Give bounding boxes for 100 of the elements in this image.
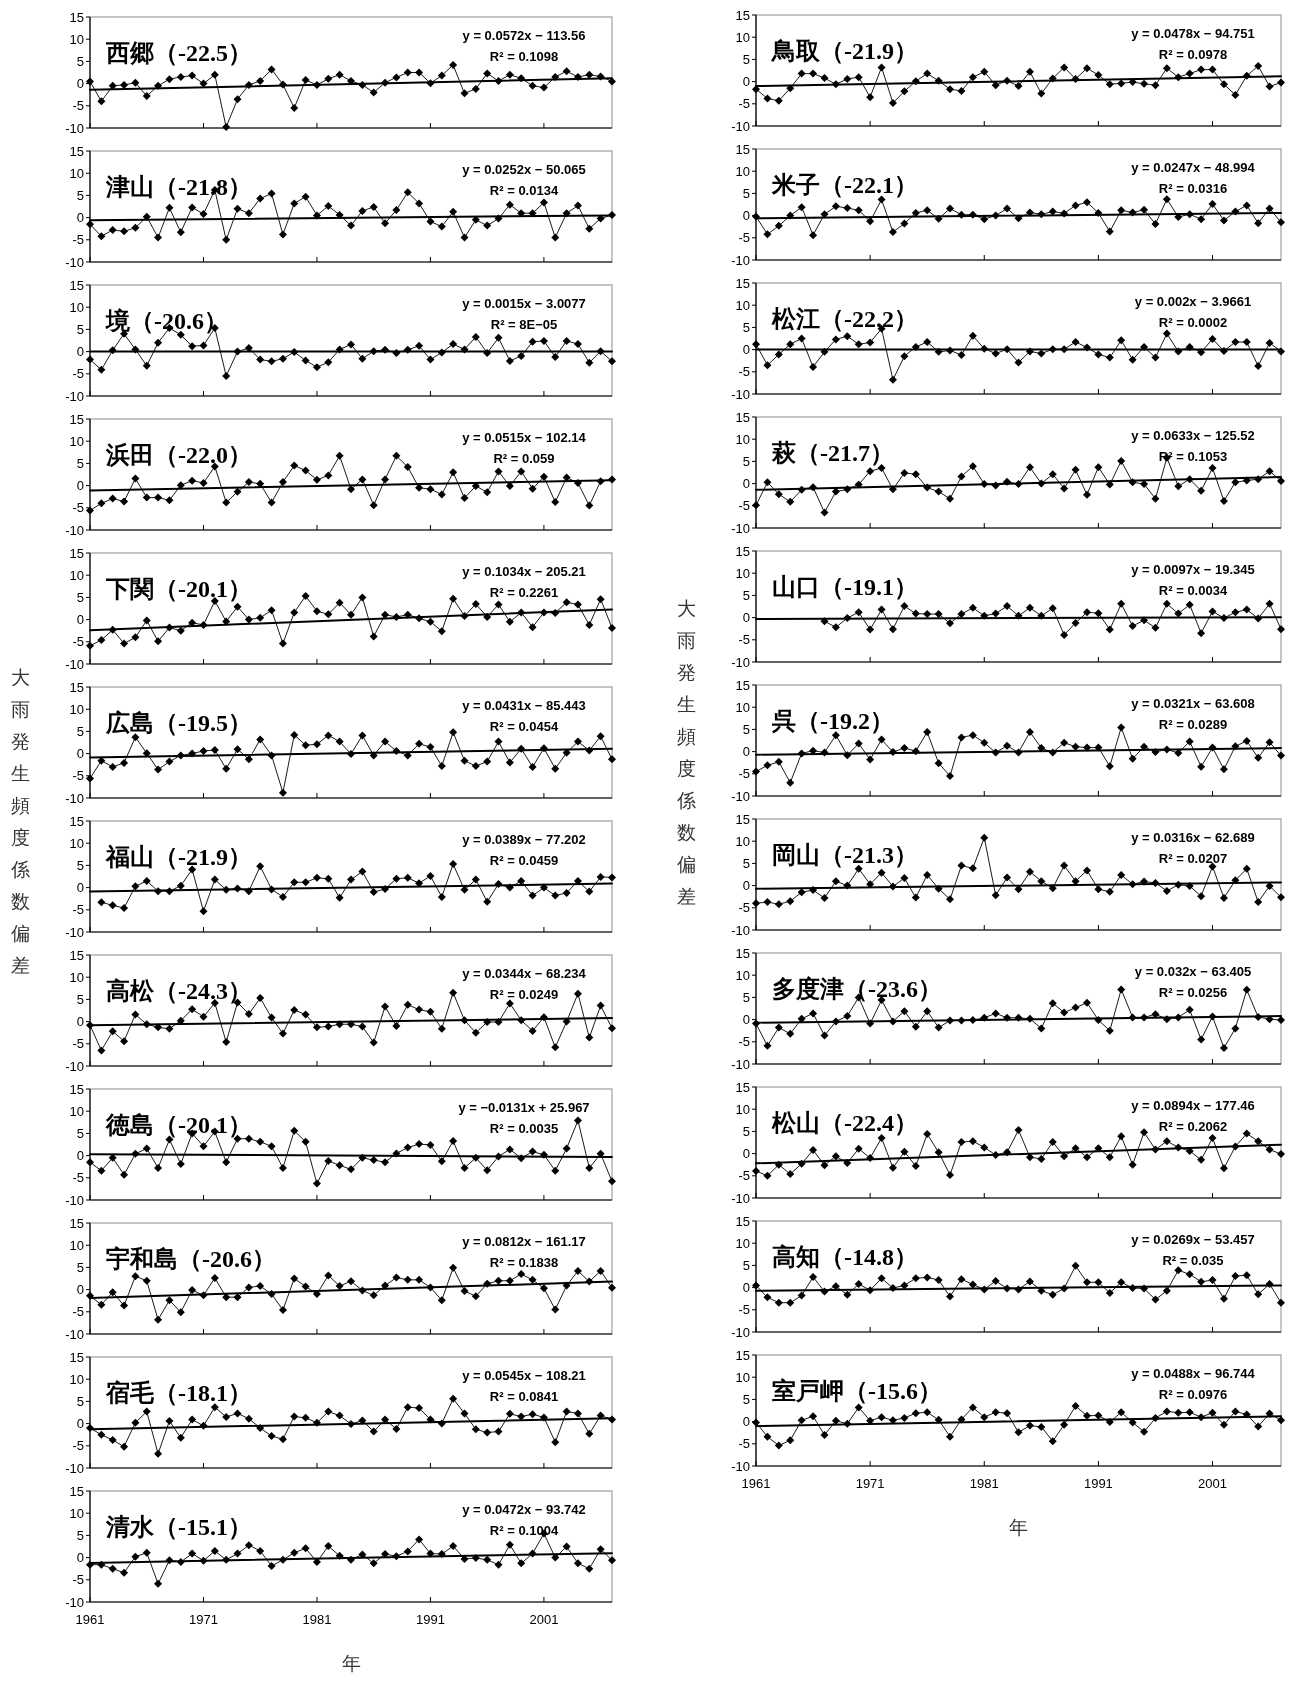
point (437, 762, 446, 771)
point (381, 1158, 390, 1167)
point (968, 73, 977, 82)
point (165, 1416, 174, 1425)
point (991, 891, 1000, 900)
y-tick-label: 10 (69, 701, 84, 717)
point (957, 1138, 966, 1147)
point (1060, 630, 1069, 639)
point (210, 1274, 219, 1283)
x-tick-label: 1971 (189, 1612, 218, 1627)
y-tick-label: 0 (742, 878, 750, 894)
y-tick-label: -10 (731, 520, 750, 536)
point (369, 1291, 378, 1300)
y-tick-label: 10 (69, 299, 84, 315)
point (888, 98, 897, 107)
point (347, 221, 355, 230)
point (562, 1542, 571, 1551)
point (256, 1282, 265, 1291)
point (426, 1007, 435, 1016)
point (301, 76, 310, 85)
point (1048, 1290, 1057, 1299)
point (843, 1012, 852, 1021)
point (199, 907, 208, 916)
y-tick-label: 15 (69, 947, 84, 963)
point (831, 623, 840, 632)
point (494, 333, 503, 342)
point (877, 195, 886, 204)
point (820, 1161, 829, 1170)
point (923, 1130, 932, 1139)
y-tick-label: 5 (76, 857, 84, 873)
y-tick-label: -5 (738, 96, 750, 112)
annotation: R² = 0.0841 (489, 1389, 559, 1404)
point (1265, 1145, 1274, 1154)
point (335, 70, 344, 79)
y-tick-label: 15 (735, 543, 750, 559)
point (199, 1012, 208, 1021)
point (449, 207, 458, 216)
point (1242, 985, 1251, 994)
point (233, 1293, 242, 1302)
point (1071, 742, 1080, 751)
point (324, 874, 333, 883)
point (471, 332, 480, 341)
point (505, 200, 514, 209)
point (763, 1171, 772, 1180)
point (188, 203, 197, 212)
point (1025, 1421, 1034, 1430)
point (1094, 350, 1103, 359)
point (290, 730, 299, 739)
point (900, 1281, 909, 1290)
point (120, 497, 129, 506)
point (312, 740, 321, 749)
point (108, 1436, 117, 1445)
point (471, 1292, 480, 1301)
y-tick-label: 5 (76, 991, 84, 1007)
point (1117, 79, 1126, 88)
point (142, 1276, 151, 1285)
point (494, 600, 503, 609)
point (968, 603, 977, 612)
point (358, 1022, 367, 1031)
point (877, 605, 886, 614)
point (854, 1280, 863, 1289)
point (820, 1430, 829, 1439)
point (256, 194, 265, 203)
point (415, 1404, 424, 1413)
point (165, 203, 174, 212)
point (854, 608, 863, 617)
y-tick-label: 15 (735, 409, 750, 425)
point (774, 1023, 783, 1032)
y-tick-label: 0 (742, 1012, 750, 1028)
point (1174, 1266, 1183, 1275)
point (866, 625, 875, 634)
point (877, 1413, 886, 1422)
point (797, 203, 806, 212)
point (1231, 338, 1240, 347)
annotation: y = 0.0515x − 102.14 (462, 430, 587, 445)
point (1185, 1270, 1194, 1279)
annotation: R² = 0.2261 (489, 585, 559, 600)
y-tick-label: 0 (76, 76, 84, 92)
point (347, 875, 355, 884)
point (347, 610, 355, 619)
point (797, 334, 806, 343)
point (1185, 69, 1194, 78)
point (312, 1023, 321, 1032)
point (786, 1436, 795, 1445)
point (923, 1007, 932, 1016)
point (505, 70, 514, 79)
annotation: y = 0.0812x − 161.17 (462, 1234, 586, 1249)
point (774, 490, 783, 499)
text: 宿毛（-18.1） (105, 1379, 252, 1406)
point (562, 336, 571, 345)
text: 岡山（-21.3） (772, 842, 918, 868)
point (131, 1010, 140, 1019)
point (820, 210, 829, 219)
point (505, 758, 514, 767)
point (505, 482, 514, 491)
point (449, 728, 458, 737)
point (1094, 70, 1103, 79)
x-tick-label: 1971 (855, 1476, 885, 1491)
point (831, 487, 840, 496)
point (763, 230, 772, 239)
